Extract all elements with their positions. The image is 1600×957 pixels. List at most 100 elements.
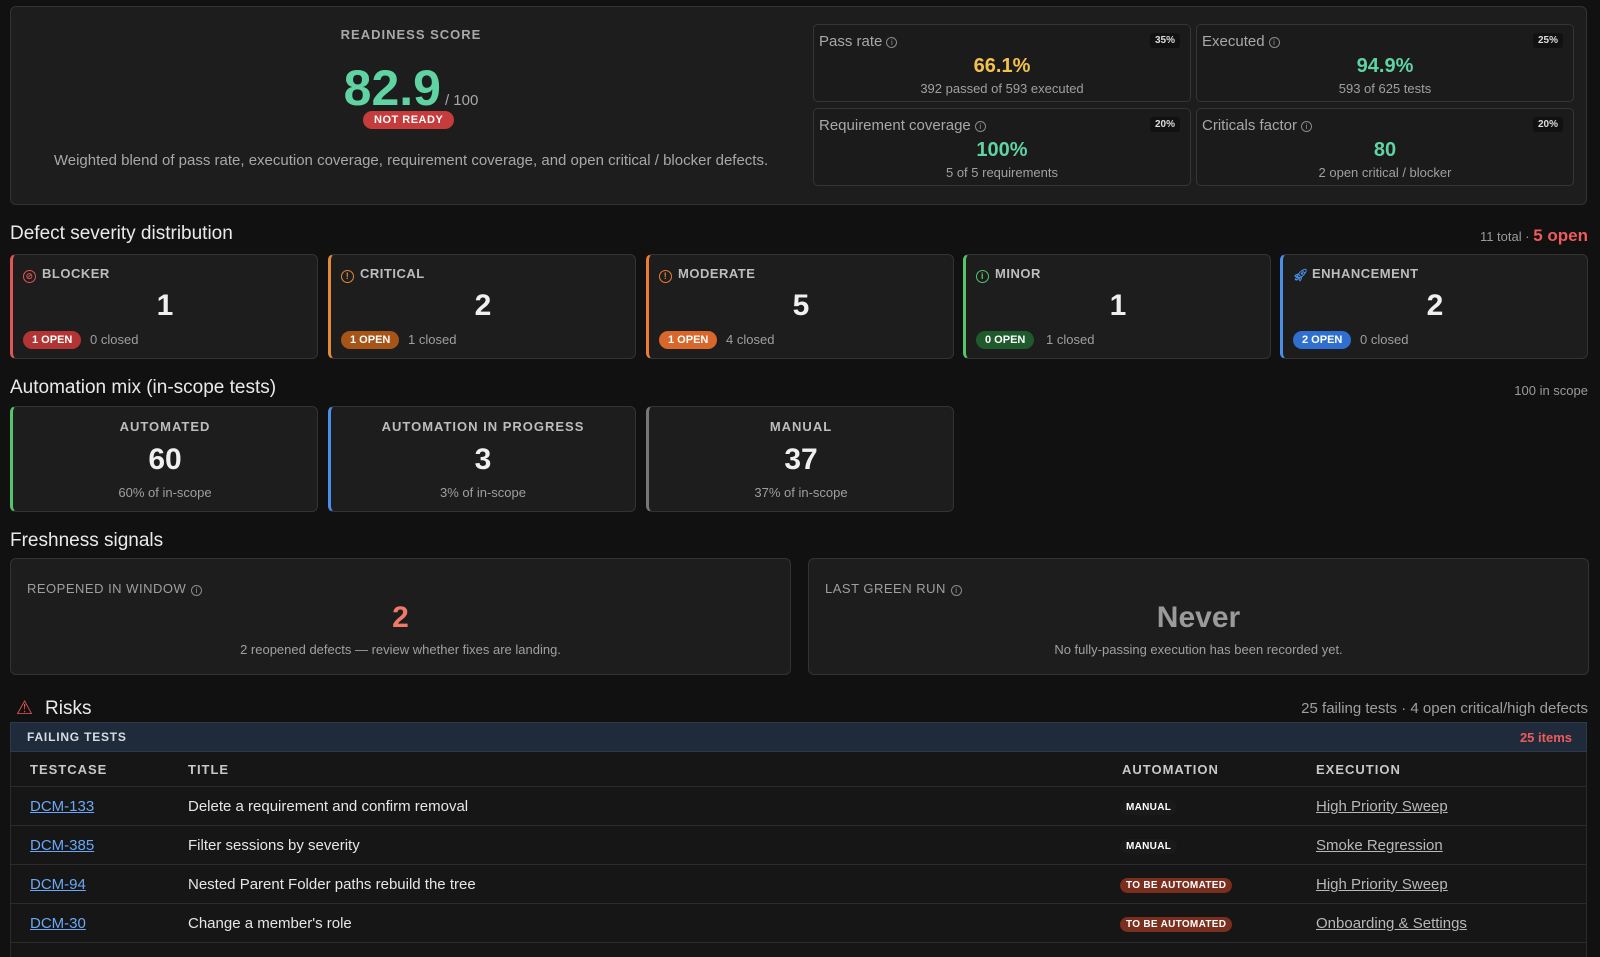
automation-card-automated: AUTOMATED 60 60% of in-scope: [10, 406, 318, 512]
freshness-label: LAST GREEN RUN: [825, 581, 946, 596]
metric-weight-badge: 20%: [1149, 117, 1180, 132]
severity-count: 1: [156, 289, 174, 322]
metric-label-wrap: Criticals factor i: [1202, 117, 1313, 134]
metric-label: Requirement coverage: [819, 117, 971, 134]
severity-label: ENHANCEMENT: [1312, 266, 1419, 281]
alert-circle-icon: !: [659, 270, 672, 283]
failing-tests-label: FAILING TESTS: [27, 730, 127, 744]
severity-closed: 1 closed: [1046, 332, 1095, 347]
info-icon[interactable]: i: [974, 121, 986, 132]
metric-criticals-factor: Criticals factor i 20% 80 2 open critical…: [1196, 108, 1574, 186]
info-icon[interactable]: i: [1301, 121, 1313, 132]
severity-count: 2: [474, 289, 492, 322]
freshness-label-wrap: LAST GREEN RUN i: [825, 581, 962, 596]
info-icon[interactable]: i: [191, 585, 203, 596]
failing-tests-table: TESTCASE TITLE AUTOMATION EXECUTION DCM-…: [10, 752, 1587, 957]
column-header-automation[interactable]: AUTOMATION: [1122, 762, 1219, 777]
risks-summary: 25 failing tests · 4 open critical/high …: [1301, 700, 1588, 717]
readiness-status-badge: NOT READY: [363, 111, 455, 129]
readiness-score-max: / 100: [444, 92, 479, 109]
warning-triangle-icon: ⚠︎: [16, 698, 34, 719]
execution-link[interactable]: High Priority Sweep: [1316, 798, 1448, 815]
severity-label-wrap: ⊘ BLOCKER: [23, 266, 110, 283]
metric-value: 94.9%: [1356, 55, 1414, 77]
freshness-value: Never: [1156, 601, 1241, 634]
severity-open-badge: 1 OPEN: [659, 331, 718, 349]
automation-badge: TO BE AUTOMATED: [1120, 917, 1233, 932]
automation-label: AUTOMATED: [119, 419, 211, 434]
automation-badge: TO BE AUTOMATED: [1120, 878, 1233, 893]
automation-count: 37: [784, 443, 818, 476]
severity-label-wrap: ! CRITICAL: [341, 266, 425, 283]
severity-card-enhancement[interactable]: 🚀︎ ENHANCEMENT 2 2 OPEN 0 closed: [1280, 254, 1588, 359]
failing-tests-header[interactable]: FAILING TESTS 25 items: [10, 722, 1587, 752]
metric-label: Executed: [1202, 33, 1265, 50]
execution-link[interactable]: High Priority Sweep: [1316, 876, 1448, 893]
table-row: [11, 942, 1586, 957]
severity-section-title: Defect severity distribution: [10, 223, 233, 244]
metric-label-wrap: Requirement coverage i: [819, 117, 986, 134]
severity-open-badge: 1 OPEN: [23, 331, 82, 349]
severity-card-moderate[interactable]: ! MODERATE 5 1 OPEN 4 closed: [646, 254, 954, 359]
testcase-link[interactable]: DCM-133: [30, 798, 95, 815]
automation-badge: MANUAL: [1120, 839, 1178, 854]
automation-subtext: 3% of in-scope: [440, 485, 526, 500]
readiness-score-line: 82.9/ 100: [11, 59, 811, 117]
automation-count: 3: [474, 443, 492, 476]
severity-card-critical[interactable]: ! CRITICAL 2 1 OPEN 1 closed: [328, 254, 636, 359]
severity-open-badge: 0 OPEN: [976, 331, 1035, 349]
severity-open-badge: 2 OPEN: [1293, 331, 1352, 349]
severity-label: MINOR: [995, 266, 1041, 281]
testcase-link[interactable]: DCM-30: [30, 915, 86, 932]
metric-value: 80: [1373, 139, 1397, 161]
readiness-score-value: 82.9: [343, 60, 441, 116]
risks-title-text: Risks: [45, 698, 92, 719]
metric-pass-rate: Pass rate i 35% 66.1% 392 passed of 593 e…: [813, 24, 1191, 102]
readiness-panel: READINESS SCORE 82.9/ 100 NOT READY Weig…: [10, 6, 1587, 205]
automation-label: MANUAL: [769, 419, 833, 434]
severity-count: 1: [1109, 289, 1127, 322]
testcase-title: Filter sessions by severity: [188, 837, 360, 854]
automation-subtext: 37% of in-scope: [754, 485, 848, 500]
severity-count: 5: [792, 289, 810, 322]
failing-tests-count: 25 items: [1519, 730, 1572, 745]
column-header-execution[interactable]: EXECUTION: [1316, 762, 1401, 777]
alert-circle-icon: !: [341, 270, 354, 283]
automation-card-manual: MANUAL 37 37% of in-scope: [646, 406, 954, 512]
automation-badge: MANUAL: [1120, 800, 1178, 815]
severity-closed: 0 closed: [90, 332, 139, 347]
metric-value: 66.1%: [973, 55, 1031, 77]
testcase-title: Nested Parent Folder paths rebuild the t…: [188, 876, 476, 893]
severity-closed: 1 closed: [408, 332, 457, 347]
info-icon[interactable]: i: [886, 37, 898, 48]
metric-label: Pass rate: [819, 33, 883, 50]
severity-closed: 0 closed: [1360, 332, 1409, 347]
automation-scope: 100 in scope: [1514, 383, 1588, 398]
metric-requirement-coverage: Requirement coverage i 20% 100% 5 of 5 re…: [813, 108, 1191, 186]
risks-section-title: ⚠︎ Risks: [16, 697, 92, 720]
freshness-label: REOPENED IN WINDOW: [27, 581, 187, 596]
readiness-score-block: READINESS SCORE 82.9/ 100 NOT READY Weig…: [11, 7, 811, 204]
freshness-last-green-card: LAST GREEN RUN i Never No fully-passing e…: [808, 558, 1589, 675]
column-header-title[interactable]: TITLE: [188, 762, 230, 777]
severity-card-minor[interactable]: i MINOR 1 0 OPEN 1 closed: [963, 254, 1271, 359]
severity-label-wrap: 🚀︎ ENHANCEMENT: [1293, 266, 1419, 283]
info-icon[interactable]: i: [1268, 37, 1280, 48]
metric-value: 100%: [976, 139, 1028, 161]
severity-label: CRITICAL: [360, 266, 425, 281]
testcase-link[interactable]: DCM-385: [30, 837, 95, 854]
execution-link[interactable]: Smoke Regression: [1316, 837, 1443, 854]
metric-weight-badge: 35%: [1149, 33, 1180, 48]
severity-card-blocker[interactable]: ⊘ BLOCKER 1 1 OPEN 0 closed: [10, 254, 318, 359]
info-icon[interactable]: i: [950, 585, 962, 596]
column-header-testcase[interactable]: TESTCASE: [30, 762, 108, 777]
severity-label: MODERATE: [678, 266, 756, 281]
freshness-value: 2: [392, 601, 409, 634]
testcase-link[interactable]: DCM-94: [30, 876, 86, 893]
execution-link[interactable]: Onboarding & Settings: [1316, 915, 1467, 932]
automation-card-in-progress: AUTOMATION IN PROGRESS 3 3% of in-scope: [328, 406, 636, 512]
readiness-description: Weighted blend of pass rate, execution c…: [53, 152, 769, 169]
automation-label: AUTOMATION IN PROGRESS: [381, 419, 585, 434]
metric-subtext: 593 of 625 tests: [1338, 81, 1432, 96]
table-row: DCM-385 Filter sessions by severity MANU…: [11, 825, 1586, 864]
